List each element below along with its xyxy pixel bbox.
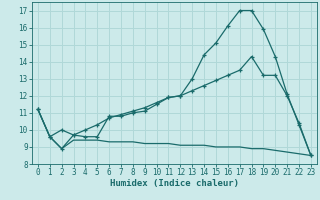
X-axis label: Humidex (Indice chaleur): Humidex (Indice chaleur)	[110, 179, 239, 188]
